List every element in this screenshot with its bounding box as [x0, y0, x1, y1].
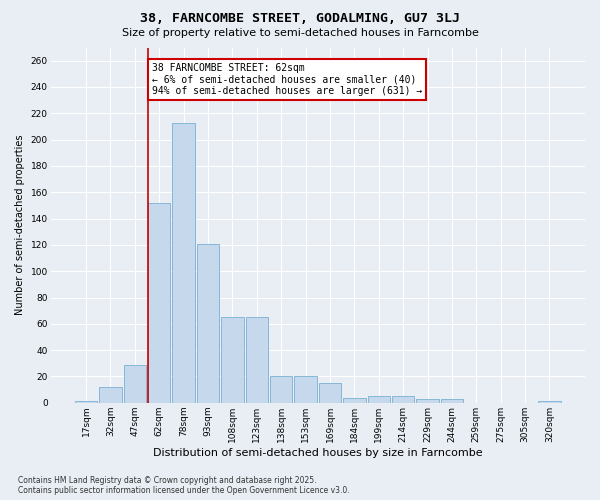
Bar [99, 387, 122, 403]
Bar [538, 402, 561, 403]
Bar [245, 318, 268, 403]
Bar [221, 318, 244, 403]
Bar [124, 364, 146, 403]
Bar [392, 396, 415, 403]
Bar [343, 398, 365, 403]
Bar [295, 376, 317, 403]
Bar [75, 402, 97, 403]
Bar [319, 383, 341, 403]
Bar [368, 396, 390, 403]
Text: 38, FARNCOMBE STREET, GODALMING, GU7 3LJ: 38, FARNCOMBE STREET, GODALMING, GU7 3LJ [140, 12, 460, 26]
Y-axis label: Number of semi-detached properties: Number of semi-detached properties [15, 135, 25, 316]
Bar [197, 244, 219, 403]
Bar [416, 399, 439, 403]
Bar [270, 376, 292, 403]
Bar [172, 122, 195, 403]
Bar [441, 399, 463, 403]
Text: Size of property relative to semi-detached houses in Farncombe: Size of property relative to semi-detach… [122, 28, 478, 38]
Text: 38 FARNCOMBE STREET: 62sqm
← 6% of semi-detached houses are smaller (40)
94% of : 38 FARNCOMBE STREET: 62sqm ← 6% of semi-… [152, 64, 422, 96]
Text: Contains HM Land Registry data © Crown copyright and database right 2025.
Contai: Contains HM Land Registry data © Crown c… [18, 476, 350, 495]
X-axis label: Distribution of semi-detached houses by size in Farncombe: Distribution of semi-detached houses by … [153, 448, 482, 458]
Bar [148, 203, 170, 403]
